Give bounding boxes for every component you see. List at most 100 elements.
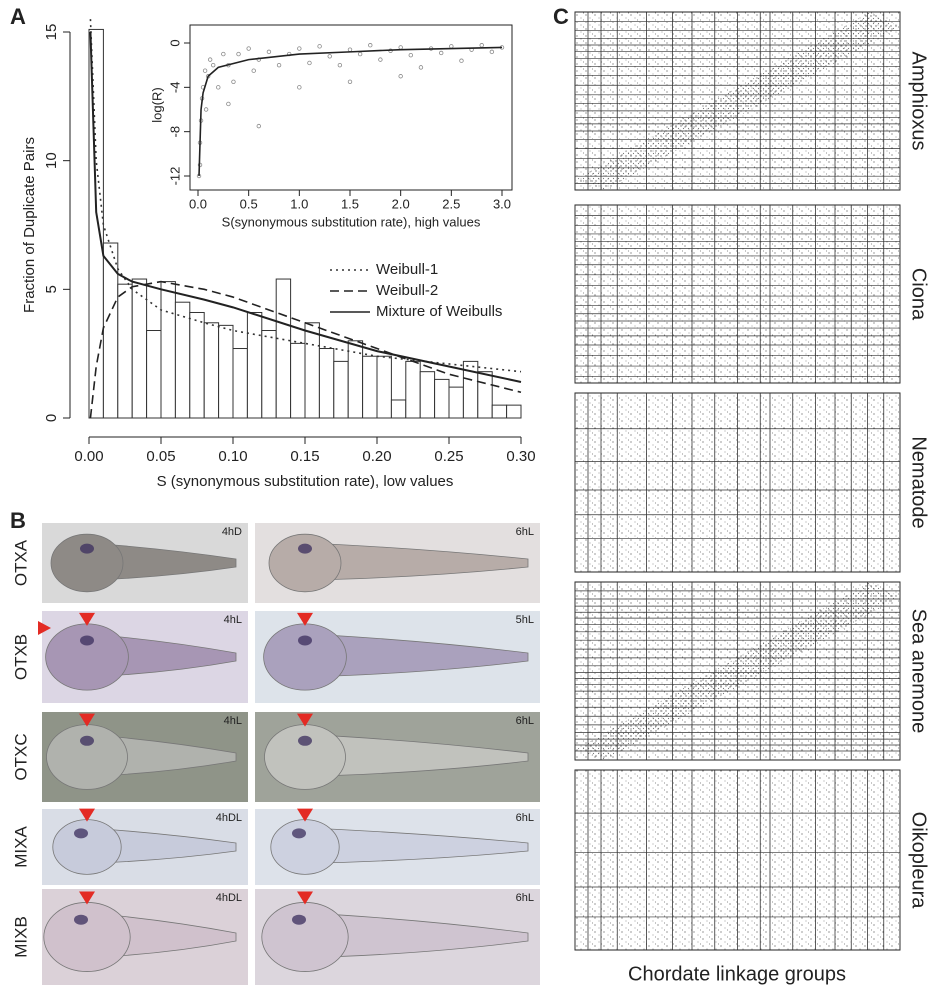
scatter-point (236, 51, 241, 57)
expression-spot (80, 543, 94, 554)
scatter-point (347, 79, 353, 84)
bar (506, 404, 522, 419)
expression-spot (298, 543, 312, 554)
expression-spot (74, 828, 88, 839)
scatter-point (337, 62, 343, 68)
expression-spot (292, 914, 306, 925)
bar (246, 311, 263, 419)
scatter-point (226, 101, 231, 107)
gene-label: MIXB (11, 916, 30, 958)
y-axis-label: log(R) (149, 87, 164, 122)
arrowhead (79, 713, 95, 727)
stage-label: 6hL (516, 812, 534, 824)
species-label: Nematode (908, 436, 930, 528)
arrowhead (38, 621, 51, 635)
scatter-point (459, 58, 464, 63)
expression-spot (292, 828, 306, 839)
gene-label: OTXC (11, 733, 30, 780)
scatter-point (357, 51, 363, 57)
scatter-point (216, 85, 221, 90)
embryo-head (264, 724, 346, 790)
bar (362, 355, 378, 419)
scatter-point (266, 49, 272, 55)
x-axis-label: Chordate linkage groups (628, 963, 846, 985)
embryo-tail (86, 827, 237, 864)
stage-label: 4hL (224, 715, 242, 727)
x-tick-label: 0.05 (146, 448, 175, 465)
scatter-point (439, 50, 444, 56)
y-tick-label: -4 (167, 82, 182, 94)
scatter-point (489, 49, 495, 55)
embryo-head (45, 623, 129, 691)
expression-spot (80, 735, 94, 746)
bar (347, 340, 364, 419)
scatter-point (221, 51, 226, 57)
scatter-point (368, 43, 373, 48)
bar (405, 360, 421, 419)
embryo-head (263, 623, 347, 691)
panel-label: A (10, 4, 26, 29)
stage-label: 4hD (222, 526, 242, 538)
bar (131, 278, 148, 419)
scatter-point (307, 60, 312, 66)
bar (290, 342, 306, 419)
embryo-head (270, 819, 340, 875)
y-tick-label: 5 (43, 285, 60, 293)
legend-label: Weibull-1 (376, 261, 438, 278)
x-tick-label: 0.25 (434, 448, 463, 465)
embryo-head (261, 902, 349, 972)
bar (275, 278, 292, 419)
x-tick-label: 0.10 (218, 448, 247, 465)
y-axis-label: Fraction of Duplicate Pairs (21, 137, 38, 313)
stage-label: 6hL (516, 892, 534, 904)
bar (261, 330, 277, 419)
arrowhead (79, 891, 95, 905)
gene-label: OTXA (11, 539, 30, 586)
bar (376, 355, 392, 419)
scatter-point (398, 74, 403, 79)
bar (174, 301, 191, 419)
arrowhead (297, 713, 313, 727)
stage-label: 4hDL (216, 892, 242, 904)
x-tick-label: 0.0 (189, 196, 207, 211)
arrowhead (297, 808, 313, 822)
scatter-point (276, 62, 282, 68)
embryo-head (52, 819, 122, 875)
legend-label: Mixture of Weibulls (376, 303, 502, 320)
bar (390, 399, 407, 419)
embryo-head (268, 533, 342, 593)
embryo-head (43, 902, 131, 972)
embryo-tail (86, 542, 237, 581)
scatter-point (210, 62, 216, 68)
expression-spot (74, 914, 88, 925)
scatter-point (203, 107, 209, 112)
stage-label: 5hL (516, 614, 534, 626)
x-tick-label: 1.5 (341, 196, 359, 211)
bar (88, 28, 104, 419)
embryo-tail (304, 733, 529, 777)
y-tick-label: 0 (43, 414, 60, 422)
scatter-point (418, 65, 424, 70)
stage-label: 6hL (516, 715, 534, 727)
x-tick-label: 0.20 (362, 448, 391, 465)
bar (160, 281, 176, 419)
stage-label: 6hL (516, 526, 534, 538)
embryo-tail (304, 633, 529, 678)
scatter-point (317, 44, 322, 49)
bar (333, 360, 349, 419)
bar (419, 371, 436, 419)
species-label: Ciona (908, 268, 930, 321)
expression-spot (298, 635, 312, 646)
x-axis-label: S (synonymous substitution rate), low va… (157, 473, 454, 490)
bar (146, 330, 162, 419)
x-tick-label: 0.00 (74, 448, 103, 465)
y-tick-label: 15 (43, 24, 60, 41)
fit-curve (198, 46, 503, 177)
species-label: Sea anemone (908, 609, 930, 734)
x-tick-label: 1.0 (290, 196, 308, 211)
embryo-tail (304, 912, 529, 959)
bar (117, 283, 133, 419)
x-axis-label: S(synonymous substitution rate), high va… (222, 214, 481, 229)
fit-curve (89, 31, 522, 383)
